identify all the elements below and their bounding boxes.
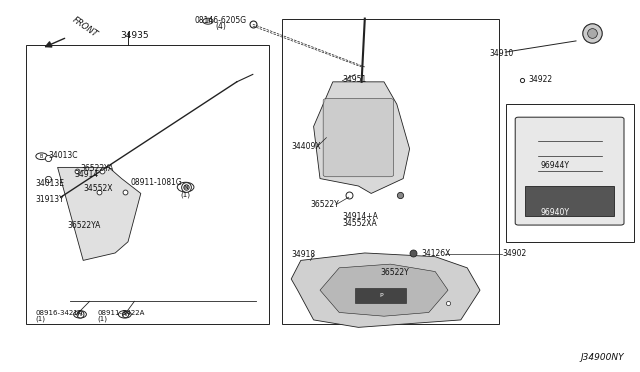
Text: 08911-3422A: 08911-3422A: [97, 310, 145, 316]
Text: P: P: [379, 293, 383, 298]
Text: J34900NY: J34900NY: [580, 353, 624, 362]
Text: 34409X: 34409X: [291, 142, 321, 151]
Text: 08911-1081G: 08911-1081G: [131, 178, 182, 187]
FancyBboxPatch shape: [323, 99, 394, 177]
Polygon shape: [320, 264, 448, 316]
Text: 34552XA: 34552XA: [342, 219, 377, 228]
Text: (4): (4): [216, 22, 226, 31]
Text: 34126X: 34126X: [421, 249, 451, 258]
Text: N: N: [123, 312, 127, 317]
Text: 36522Y: 36522Y: [310, 200, 339, 209]
Text: (1): (1): [180, 191, 191, 198]
Text: 34918: 34918: [291, 250, 316, 259]
Text: 96944Y: 96944Y: [541, 161, 570, 170]
Text: 34552X: 34552X: [83, 185, 113, 193]
Text: 34935: 34935: [120, 31, 148, 40]
Text: 34922: 34922: [528, 76, 552, 84]
Bar: [525, 186, 614, 216]
Text: 34902: 34902: [502, 249, 527, 258]
Text: (1): (1): [97, 315, 108, 322]
Text: 34013C: 34013C: [48, 151, 77, 160]
Text: 08146-6205G: 08146-6205G: [195, 16, 247, 25]
Polygon shape: [58, 167, 141, 260]
Polygon shape: [314, 82, 410, 193]
Polygon shape: [291, 253, 480, 327]
Text: B: B: [206, 19, 210, 24]
Text: 36522Y: 36522Y: [381, 268, 410, 277]
Text: N: N: [78, 312, 82, 317]
Text: 36522YA: 36522YA: [67, 221, 100, 230]
FancyBboxPatch shape: [515, 117, 624, 225]
Text: 34914: 34914: [75, 170, 99, 179]
Text: 34910: 34910: [490, 49, 514, 58]
Text: 34951: 34951: [342, 76, 367, 84]
Text: 96940Y: 96940Y: [541, 208, 570, 217]
Text: 34013E: 34013E: [35, 179, 64, 187]
Text: 08916-3421A: 08916-3421A: [35, 310, 83, 316]
Text: N: N: [183, 185, 188, 190]
Text: 31913Y: 31913Y: [35, 195, 64, 203]
Bar: [355, 288, 406, 303]
Text: 36522YA: 36522YA: [80, 164, 113, 173]
Text: (1): (1): [35, 315, 45, 322]
Text: FRONT: FRONT: [70, 15, 99, 39]
Text: 34914+A: 34914+A: [342, 212, 378, 221]
Text: B: B: [40, 154, 44, 159]
